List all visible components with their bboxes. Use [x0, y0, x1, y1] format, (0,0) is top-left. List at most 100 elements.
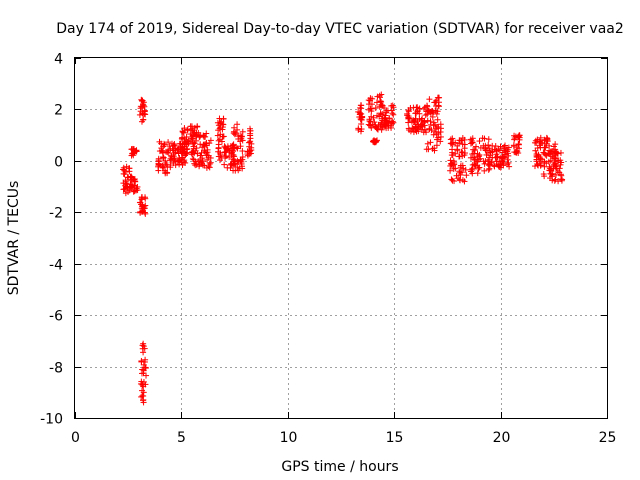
data-point [554, 150, 561, 157]
data-point [172, 147, 179, 154]
data-point [449, 135, 456, 142]
data-point [373, 99, 380, 106]
data-point [224, 143, 231, 150]
data-point [246, 151, 253, 158]
data-point [431, 145, 438, 152]
data-point [140, 383, 147, 390]
data-point [477, 155, 484, 162]
data-point [433, 110, 440, 117]
data-point [131, 188, 138, 195]
data-point [197, 132, 204, 139]
data-point [427, 139, 434, 146]
data-point [234, 121, 241, 128]
data-point [183, 141, 190, 148]
ticks-layer [75, 58, 608, 419]
data-point [547, 150, 554, 157]
data-point [499, 157, 506, 164]
data-point [385, 124, 392, 131]
data-point [239, 148, 246, 155]
data-point [201, 141, 208, 148]
y-tick-label: 4 [54, 52, 63, 68]
data-point [456, 153, 463, 160]
data-point [121, 186, 128, 193]
data-point [140, 102, 147, 109]
data-point [434, 116, 441, 123]
plot-frame [74, 57, 608, 419]
chart-title: Day 174 of 2019, Sidereal Day-to-day VTE… [56, 21, 624, 37]
data-point [355, 125, 362, 132]
y-tick-label: -6 [49, 309, 63, 325]
data-point [142, 111, 149, 118]
data-point [474, 158, 481, 165]
data-point [471, 147, 478, 154]
data-point [506, 163, 513, 170]
data-point [496, 147, 503, 154]
data-point [428, 108, 435, 115]
data-point [494, 154, 501, 161]
data-point [543, 140, 550, 147]
data-point [203, 130, 210, 137]
data-point [423, 102, 430, 109]
data-point [165, 149, 172, 156]
data-point [414, 108, 421, 115]
x-tick-label: 25 [599, 430, 617, 446]
data-point [537, 139, 544, 146]
data-point [510, 143, 517, 150]
data-point [192, 147, 199, 154]
data-point [415, 124, 422, 131]
data-point [457, 177, 464, 184]
data-point [229, 147, 236, 154]
data-point [159, 162, 166, 169]
data-point [372, 105, 379, 112]
data-point [234, 126, 241, 133]
data-point [160, 154, 167, 161]
y-tick-label: -8 [49, 361, 63, 377]
data-point [218, 138, 225, 145]
data-point [448, 176, 455, 183]
data-point [201, 147, 208, 154]
data-point [461, 178, 468, 185]
data-point [128, 146, 135, 153]
data-point [142, 210, 149, 217]
data-point [480, 158, 487, 165]
data-point [183, 133, 190, 140]
data-point [161, 140, 168, 147]
data-point [358, 116, 365, 123]
data-point [423, 129, 430, 136]
data-point [461, 141, 468, 148]
data-point [495, 161, 502, 168]
data-point [357, 116, 364, 123]
data-point [467, 140, 474, 147]
data-point [481, 167, 488, 174]
data-point [162, 157, 169, 164]
data-point [551, 177, 558, 184]
data-point [182, 159, 189, 166]
data-point [139, 97, 146, 104]
data-point [511, 136, 518, 143]
y-tick-label: 2 [54, 103, 63, 119]
data-point [234, 145, 241, 152]
data-point [476, 164, 483, 171]
data-point [140, 340, 147, 347]
data-point [488, 158, 495, 165]
x-tick-label: 0 [71, 430, 80, 446]
data-point [410, 129, 417, 136]
data-point [427, 121, 434, 128]
data-point [550, 143, 557, 150]
data-point [155, 157, 162, 164]
data-point [130, 176, 137, 183]
data-point [140, 116, 147, 123]
data-point [159, 148, 166, 155]
data-point [459, 149, 466, 156]
data-point [202, 133, 209, 140]
data-point [482, 145, 489, 152]
data-point [426, 96, 433, 103]
data-point [431, 99, 438, 106]
data-point [122, 180, 129, 187]
data-point [193, 145, 200, 152]
data-point [456, 140, 463, 147]
data-point [132, 187, 139, 194]
data-point [231, 124, 238, 131]
data-point [504, 156, 511, 163]
data-point [416, 116, 423, 123]
